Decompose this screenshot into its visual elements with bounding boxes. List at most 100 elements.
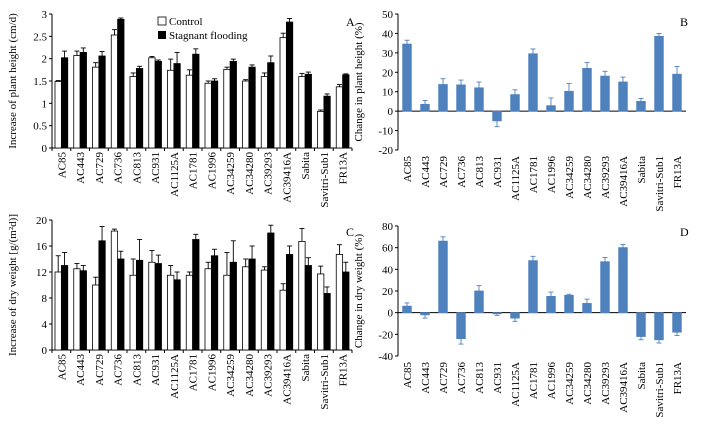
panel-d-xtick-label: AC85 xyxy=(402,362,414,389)
panel-b-xtick-label: AC34259 xyxy=(564,156,576,199)
panel-d-bar xyxy=(456,312,466,340)
panel-c-bar xyxy=(154,263,162,351)
panel-a-ylabel: Increase of plant height (cm/d) xyxy=(7,13,19,149)
panel-c-xtick-label: AC39416A xyxy=(281,354,293,405)
panel-d-bar xyxy=(672,312,682,333)
panel-a: 0 0.5 1 1.5 2 2.5 3 Increase of plant height (c… xyxy=(7,9,355,208)
panel-c-xtick-label: AC85 xyxy=(56,354,68,381)
panel-d-xtick-label: AC931 xyxy=(492,362,504,394)
panel-c-xtick-label: Savitri-Sub1 xyxy=(319,354,331,410)
panel-b-ytick-label: -20 xyxy=(378,145,393,157)
panel-a-ytick-label: 0 xyxy=(42,143,48,155)
panel-d-plot: -40 -20 0 20 40 60 80 Change in dry weight (%) A… xyxy=(353,221,686,418)
panel-d-xtick-label: AC736 xyxy=(456,362,468,394)
panel-d-bar xyxy=(402,305,412,314)
panel-a-xtick-label: AC736 xyxy=(113,152,125,184)
panel-d-xtick-label: Sabita xyxy=(636,362,648,390)
panel-a-bar xyxy=(204,82,212,149)
panel-d-xtick-label: AC443 xyxy=(420,362,432,394)
panel-d-bar xyxy=(600,261,610,314)
panel-d: -40 -20 0 20 40 60 80 Change in dry weight (%) A… xyxy=(353,221,689,418)
panel-c-bar xyxy=(79,270,87,351)
panel-a-bar xyxy=(92,66,100,149)
panel-c-bar xyxy=(298,241,306,351)
panel-c-bar xyxy=(210,255,219,351)
panel-c-bar xyxy=(223,274,231,351)
panel-c-ylabel: Increase of dry weight [g/(m²d)] xyxy=(7,214,19,356)
panel-a-bar xyxy=(79,52,87,149)
panel-a-bar xyxy=(317,110,325,149)
panel-a-bar xyxy=(223,68,231,149)
panel-c-ytick-label: 4 xyxy=(42,319,48,331)
panel-c-bar xyxy=(117,258,125,351)
panel-a-xtick-label: AC1996 xyxy=(206,152,218,190)
panel-b-ylabel: Change in plant height (%) xyxy=(353,22,365,141)
panel-b-ytick-label: 10 xyxy=(382,87,394,99)
panel-d-bar xyxy=(636,312,646,337)
panel-a-xtick-label: AC1781 xyxy=(188,152,200,189)
panel-a-bar xyxy=(210,80,219,149)
panel-a-bar xyxy=(98,55,106,149)
panel-b-letter: B xyxy=(680,15,688,29)
panel-d-xtick-label: AC34280 xyxy=(582,362,594,405)
panel-d-ytick-label: 0 xyxy=(388,308,394,320)
panel-c-bar xyxy=(342,271,350,351)
panel-d-xtick-label: AC39293 xyxy=(600,362,612,405)
panel-b: -20 -10 0 10 20 30 40 50 Change in plant height … xyxy=(353,9,688,212)
panel-d-xtick-label: AC34259 xyxy=(564,362,576,405)
panel-b-bar xyxy=(402,43,412,112)
panel-b-bar xyxy=(528,53,538,112)
panel-d-bar xyxy=(474,290,484,314)
panel-c-bar xyxy=(260,269,269,351)
panel-b-xtick-label: FR13A xyxy=(672,156,684,188)
panel-b-bar xyxy=(438,84,448,112)
panel-d-bar xyxy=(582,303,592,314)
panel-d-bar xyxy=(420,312,430,316)
panel-d-xtick-label: AC813 xyxy=(474,362,486,394)
panel-c-xtick-label: AC34259 xyxy=(225,354,237,397)
panel-b-xtick-label: AC729 xyxy=(438,156,450,188)
panel-d-bar xyxy=(546,296,556,314)
panel-b-bar xyxy=(636,101,646,112)
panel-b-bar xyxy=(420,103,430,112)
panel-c-ytick-label: 12 xyxy=(36,267,47,279)
panel-c-bar xyxy=(285,254,294,351)
panel-d-bar xyxy=(510,312,520,319)
panel-c-bar xyxy=(317,273,325,351)
panel-c-xtick-label: AC1125A xyxy=(169,354,181,399)
panel-a-xtick-label: AC931 xyxy=(150,152,162,184)
panel-c-bar xyxy=(135,259,144,351)
panel-c-xtick-label: AC443 xyxy=(75,354,87,386)
panel-b-bar xyxy=(474,87,484,112)
panel-c-letter: C xyxy=(346,225,354,239)
panel-a-ytick-label: 2 xyxy=(42,54,48,66)
panel-a-bar xyxy=(298,76,306,149)
panel-c-bar xyxy=(304,265,312,351)
panel-c-bar xyxy=(167,274,175,351)
panel-c-bar xyxy=(242,266,250,351)
panel-d-bar xyxy=(528,260,538,314)
panel-d-ytick-label: -20 xyxy=(378,329,393,341)
panel-a-bar xyxy=(110,34,119,149)
panel-d-bar xyxy=(492,312,502,315)
panel-b-bar xyxy=(510,94,520,112)
panel-b-ytick-label: 50 xyxy=(382,9,394,21)
panel-d-ytick-label: -40 xyxy=(378,351,393,363)
panel-d-ytick-label: 80 xyxy=(382,221,394,233)
panel-b-xtick-label: Sabita xyxy=(636,156,648,184)
panel-b-xtick-label: AC39293 xyxy=(600,156,612,199)
panel-a-bar xyxy=(167,69,175,149)
panel-b-ytick-label: -10 xyxy=(378,126,393,138)
panel-a-bar xyxy=(129,76,137,149)
panel-a-bar xyxy=(279,37,287,149)
panel-b-ytick-label: 0 xyxy=(388,106,394,118)
panel-a-xtick-label: FR13A xyxy=(338,152,350,184)
panel-d-xtick-label: AC1996 xyxy=(546,362,558,400)
panel-c-xtick-label: AC736 xyxy=(113,354,125,386)
panel-b-bar xyxy=(582,68,592,112)
panel-c-xtick-label: AC39293 xyxy=(263,354,275,397)
panel-b-plot: -20 -10 0 10 20 30 40 50 Change in plant height … xyxy=(353,9,686,212)
panel-b-xtick-label: AC1125A xyxy=(510,156,522,201)
panel-c-xtick-label: AC813 xyxy=(131,354,143,386)
panel-c: 0 4 8 12 16 20 Increase of dry weight [g/(m²d)… xyxy=(7,214,354,410)
